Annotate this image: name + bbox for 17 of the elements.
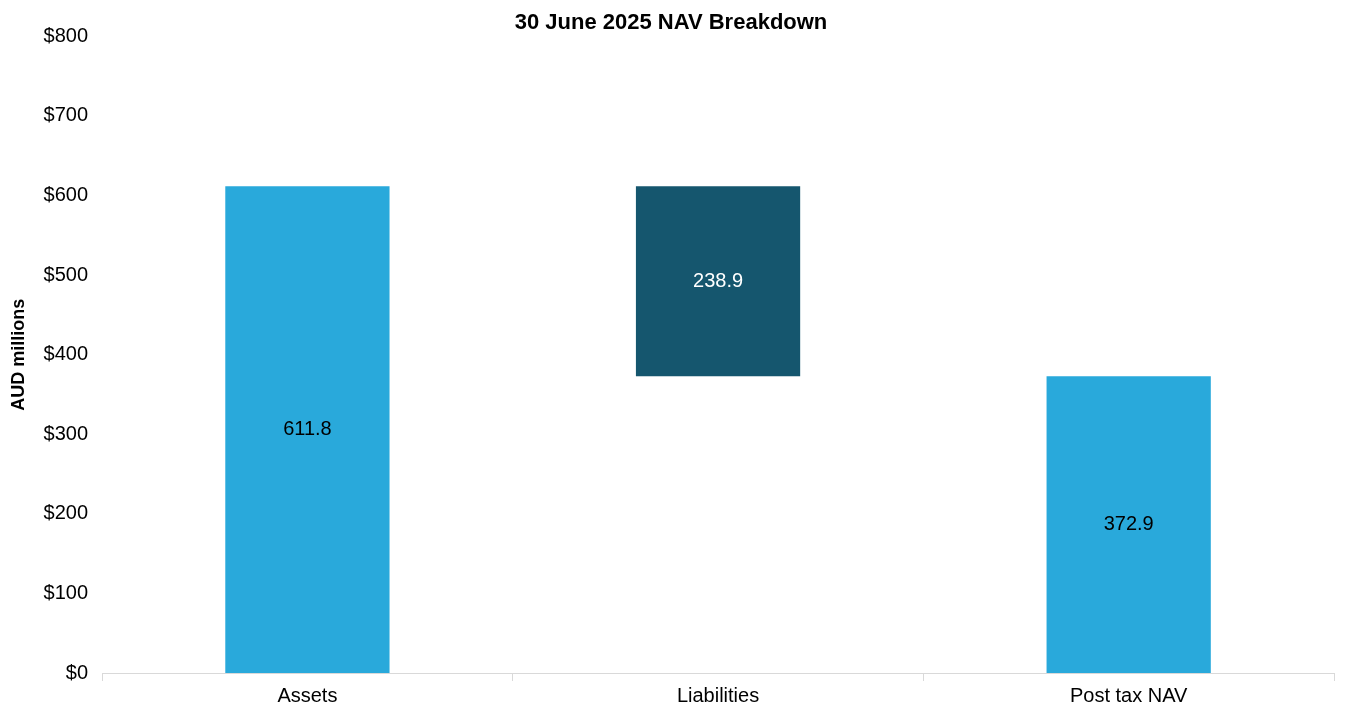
data-label: 611.8	[283, 417, 332, 440]
x-tick-label: Post tax NAV	[1069, 683, 1189, 706]
y-tick-label: $600	[43, 183, 89, 206]
y-tick-label: $200	[43, 501, 89, 524]
x-tick-label: Assets	[277, 683, 338, 706]
y-tick-label: $0	[65, 660, 89, 683]
y-tick-label: $500	[43, 262, 89, 285]
data-label: 372.9	[1103, 512, 1154, 535]
y-tick-label: $800	[43, 23, 89, 46]
y-tick-label: $300	[43, 421, 89, 444]
y-tick-label: $700	[43, 103, 89, 126]
y-axis-title: AUD millions	[7, 298, 28, 411]
x-tick-label: Liabilities	[676, 683, 760, 706]
chart-title: 30 June 2025 NAV Breakdown	[514, 9, 828, 35]
y-tick-label: $100	[43, 580, 89, 603]
y-tick-label: $400	[43, 342, 89, 365]
data-label: 238.9	[693, 268, 744, 291]
